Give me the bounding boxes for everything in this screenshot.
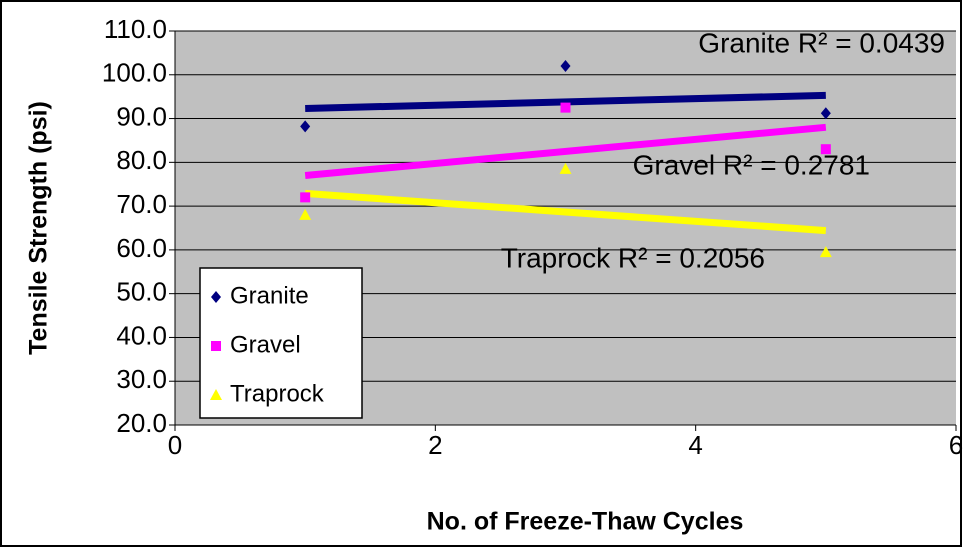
x-tick-label: 4 [688,430,702,460]
trendline-annotation: Granite R² = 0.0439 [698,27,945,58]
marker [299,208,312,220]
marker [820,144,831,155]
y-tick-label: 110.0 [104,14,167,44]
y-tick-label: 70.0 [116,189,167,219]
legend [199,267,363,419]
trendline [304,123,827,179]
marker [211,291,221,303]
y-tick-label: 90.0 [116,101,167,131]
trendline-annotation: Traprock R² = 0.2056 [501,242,765,273]
marker [560,102,571,113]
y-tick-label: 30.0 [116,364,167,394]
legend-label: Traprock [230,380,325,407]
y-tick-label: 100.0 [102,58,167,88]
trendline [304,189,827,235]
y-tick-label: 40.0 [116,320,167,350]
y-tick-label: 60.0 [116,233,167,263]
marker [559,162,572,174]
x-tick-label: 0 [168,430,182,460]
marker [300,120,311,133]
x-tick-label: 2 [428,430,442,460]
legend-label: Gravel [230,331,301,358]
y-tick-label: 20.0 [116,408,167,438]
y-tick-label: 80.0 [116,145,167,175]
x-axis-label: No. of Freeze-Thaw Cycles [427,508,744,536]
legend-label: Granite [230,282,309,309]
marker [819,246,832,258]
y-axis-label: Tensile Strength (psi) [25,101,53,355]
trendline-annotation: Gravel R² = 0.2781 [633,149,870,180]
marker [560,60,571,73]
marker [820,107,831,120]
marker [211,341,221,351]
y-tick-label: 50.0 [116,277,167,307]
trendline [305,91,826,112]
marker [300,192,311,203]
marker [210,389,222,400]
x-tick-label: 6 [949,430,963,460]
